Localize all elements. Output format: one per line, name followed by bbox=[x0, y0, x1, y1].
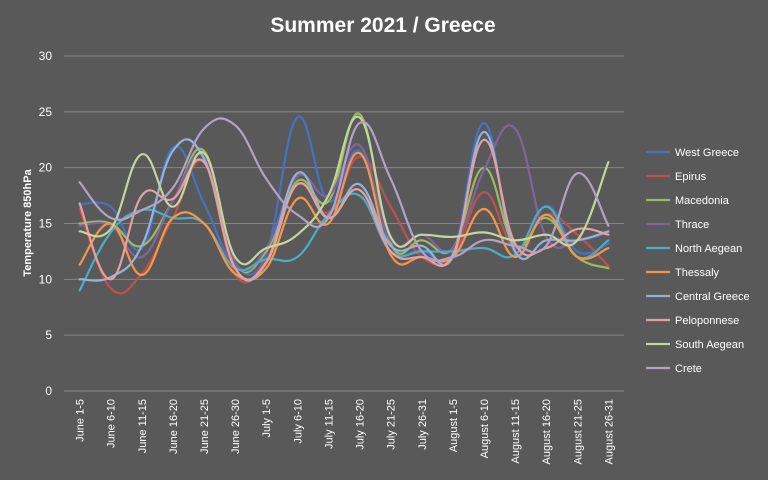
x-tick-label: August 6-10 bbox=[479, 399, 491, 458]
legend-label-west-greece: West Greece bbox=[675, 147, 739, 159]
x-tick-label: August 11-15 bbox=[510, 399, 522, 464]
series-lines bbox=[78, 112, 610, 295]
y-tick-label: 10 bbox=[39, 272, 53, 286]
legend-label-macedonia: Macedonia bbox=[675, 195, 730, 207]
x-tick-label: June 16-20 bbox=[168, 399, 180, 454]
x-tick-label: June 26-30 bbox=[230, 399, 242, 454]
series-line-south-aegean bbox=[78, 115, 610, 266]
y-tick-label: 15 bbox=[39, 217, 53, 231]
legend-label-peloponnese: Peloponnese bbox=[675, 315, 739, 327]
legend-label-south-aegean: South Aegean bbox=[675, 339, 744, 351]
legend-label-central-greece: Central Greece bbox=[675, 291, 750, 303]
x-tick-label: June 21-25 bbox=[199, 399, 211, 454]
x-tick-label: July 16-20 bbox=[355, 399, 367, 450]
x-tick-label: June 1-5 bbox=[75, 399, 87, 442]
x-tick-label: August 21-25 bbox=[572, 399, 584, 464]
x-tick-label: July 11-15 bbox=[323, 399, 335, 449]
y-axis-label: Temperature 850hPa bbox=[22, 168, 34, 276]
x-tick-label: July 1-5 bbox=[261, 399, 273, 438]
x-tick-label: July 6-10 bbox=[292, 399, 304, 444]
y-tick-label: 5 bbox=[45, 328, 52, 342]
y-tick-label: 0 bbox=[45, 384, 52, 398]
x-tick-label: July 21-25 bbox=[386, 399, 398, 450]
chart-title: Summer 2021 / Greece bbox=[270, 14, 495, 37]
x-tick-label: August 16-20 bbox=[541, 399, 553, 464]
y-tick-label: 20 bbox=[39, 161, 53, 175]
legend-label-epirus: Epirus bbox=[675, 171, 707, 183]
y-tick-labels: 0 5 10 15 20 25 30 bbox=[39, 49, 53, 398]
x-tick-label: June 11-15 bbox=[137, 399, 149, 453]
legend-label-north-aegean: North Aegean bbox=[675, 243, 742, 255]
legend: West Greece Epirus Macedonia Thrace North Ae… bbox=[646, 147, 750, 375]
legend-label-thrace: Thrace bbox=[675, 219, 709, 231]
y-tick-label: 25 bbox=[39, 105, 53, 119]
x-tick-labels: June 1-5 June 6-10 June 11-15 June 16-20 Jun… bbox=[75, 399, 616, 464]
series-line-peloponnese bbox=[78, 138, 610, 281]
series-line-central-greece bbox=[78, 130, 610, 282]
series-line-crete bbox=[78, 117, 610, 263]
y-tick-label: 30 bbox=[39, 49, 53, 63]
legend-label-crete: Crete bbox=[675, 363, 702, 375]
x-tick-label: August 1-5 bbox=[448, 399, 460, 452]
series-line-thessaly bbox=[78, 151, 610, 282]
x-tick-label: July 26-31 bbox=[417, 399, 429, 450]
series-line-epirus bbox=[78, 155, 610, 295]
x-tick-label: August 26-31 bbox=[603, 399, 615, 464]
legend-label-thessaly: Thessaly bbox=[675, 267, 720, 279]
x-tick-label: June 6-10 bbox=[106, 399, 118, 448]
